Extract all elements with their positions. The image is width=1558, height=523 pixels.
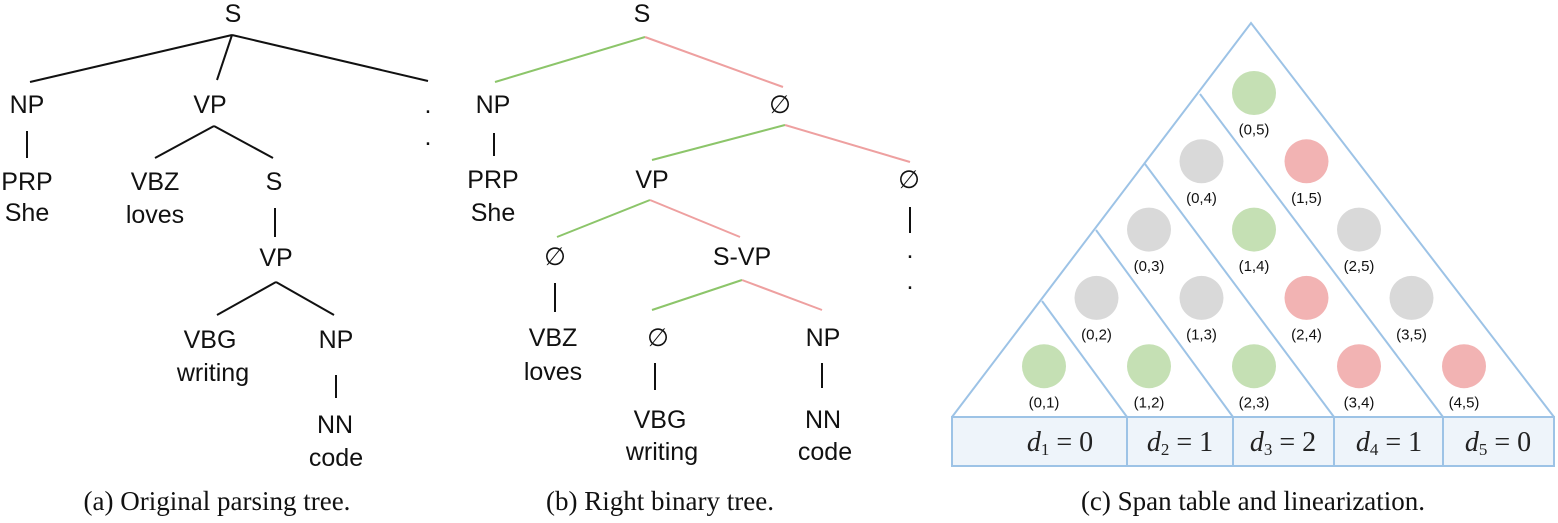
node-np-inner: NP [319,326,354,354]
span-label: (1,4) [1239,258,1270,275]
panel-b-right-binary-tree: S NP PRP She ∅ VP ∅ . . ∅ VBZ loves S-VP… [467,0,920,516]
linearization-cell: d4 = 1 [1356,427,1422,459]
node-punct: . [907,236,914,264]
node-vp: VP [635,166,668,194]
node-nn: NN [805,406,841,434]
node-empty: ∅ [769,91,791,119]
node-empty: ∅ [544,243,566,271]
linearization-cell: d1 = 0 [1027,427,1093,459]
span-node-green [1127,344,1171,389]
span-label: (3,5) [1396,326,1427,343]
variable: d [1027,427,1042,458]
node-nn: NN [317,411,353,439]
word-code: code [309,444,363,472]
word-writing: writing [625,438,698,466]
node-s-vp: S-VP [713,243,771,271]
node-np: NP [476,91,511,119]
span-node-green [1232,207,1276,252]
span-label: (2,4) [1291,326,1322,343]
node-empty: ∅ [898,166,920,194]
span-triangle [951,21,1555,418]
span-label: (0,4) [1186,190,1217,207]
node-punct: . [425,91,432,119]
span-node-gray [1389,275,1434,320]
value: = 0 [1487,427,1531,458]
node-np: NP [10,91,45,119]
word-punct: . [425,123,432,151]
word-loves: loves [126,201,184,229]
span-label: (4,5) [1449,395,1480,412]
node-vbz: VBZ [529,324,578,352]
subscript: 1 [1041,440,1050,459]
span-node-red [1284,275,1329,320]
node-prp: PRP [467,166,518,194]
node-np-inner: NP [806,324,841,352]
span-label: (0,2) [1081,326,1112,343]
linearization-cell: d5 = 0 [1465,427,1531,459]
word-she: She [5,199,49,227]
span-label: (0,3) [1134,258,1165,275]
span-label: (0,1) [1029,395,1060,412]
word-loves: loves [524,358,582,386]
linearization-cell: d2 = 1 [1147,427,1213,459]
span-label: (2,5) [1344,258,1375,275]
span-node-red [1284,139,1329,184]
subscript: 4 [1370,440,1379,459]
span-label: (1,5) [1291,190,1322,207]
span-node-red [1442,344,1486,389]
span-node-gray [1179,139,1224,184]
word-punct: . [907,267,914,295]
linearization-box [951,416,1555,467]
span-node-green [1232,344,1276,389]
linearization-cell: d3 = 2 [1250,427,1316,459]
span-node-green [1022,344,1066,389]
tree-edges [26,34,429,398]
value: = 0 [1049,427,1093,458]
node-vbg: VBG [184,326,237,354]
span-nodes: (0,5) (0,4) (1,5) (0,3) (1,4) (2,5) (0,2) (1,3)… [1022,71,1486,412]
node-vp-inner: VP [259,244,292,272]
span-label: (1,3) [1186,326,1217,343]
caption-b: (b) Right binary tree. [546,486,774,516]
panel-c-span-table: d1 = 0 d2 = 1 d3 = 2 d4 = 1 d5 = 0 (0,5)(0,4… [951,21,1555,516]
caption-a: (a) Original parsing tree. [84,486,351,516]
span-label: (0,5) [1239,122,1270,139]
panel-a-original-tree: S NP PRP She VP VBZ loves S VP VBG writi… [1,0,431,516]
tree-edges [493,36,911,390]
node-s: S [634,0,651,28]
span-node-gray [1074,275,1119,320]
node-vbg: VBG [634,406,687,434]
node-s: S [225,0,242,28]
caption-c: (c) Span table and linearization. [1081,486,1425,516]
span-node-green [1232,71,1276,115]
linearization-row: d1 = 0 d2 = 1 d3 = 2 d4 = 1 d5 = 0 [951,416,1555,467]
word-she: She [471,199,515,227]
span-node-gray [1127,207,1171,252]
value: = 1 [1169,427,1213,458]
variable: d [1250,427,1265,458]
subscript: 5 [1479,440,1488,459]
subscript: 2 [1161,440,1170,459]
value: = 2 [1272,427,1316,458]
node-empty: ∅ [647,324,669,352]
span-label: (2,3) [1239,395,1270,412]
word-code: code [798,438,852,466]
node-prp: PRP [1,168,52,196]
span-node-gray [1179,275,1224,320]
node-vbz: VBZ [131,168,180,196]
span-node-red [1337,344,1381,389]
variable: d [1356,427,1371,458]
value: = 1 [1378,427,1422,458]
subscript: 3 [1264,440,1273,459]
span-label: (1,2) [1134,395,1165,412]
variable: d [1147,427,1162,458]
variable: d [1465,427,1480,458]
span-label: (3,4) [1344,395,1375,412]
node-s-inner: S [266,168,283,196]
node-vp: VP [193,91,226,119]
span-node-gray [1337,207,1381,252]
word-writing: writing [176,359,249,387]
